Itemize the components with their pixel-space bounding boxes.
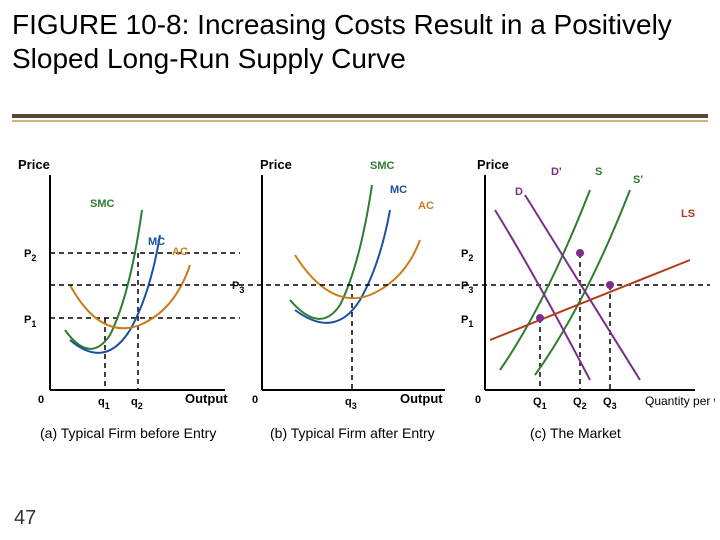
svg-text:Q3: Q3 (603, 396, 617, 411)
svg-text:0: 0 (475, 394, 481, 406)
page-number: 47 (14, 507, 36, 530)
svg-text:D': D' (551, 166, 562, 178)
svg-text:S': S' (633, 174, 643, 186)
panel-c: Price 0 P2 P3 P1 D D' S S' LS Q1 Q2 Q3 Q… (455, 155, 715, 425)
caption-a: (a) Typical Firm before Entry (40, 425, 216, 441)
svg-text:P3: P3 (232, 280, 244, 295)
svg-text:D: D (515, 186, 523, 198)
slide: { "title": "FIGURE 10-8: Increasing Cost… (0, 0, 720, 540)
svg-text:Q2: Q2 (573, 396, 587, 411)
rule-dark (12, 114, 708, 118)
svg-text:P2: P2 (461, 248, 473, 263)
figure-title: FIGURE 10-8: Increasing Costs Result in … (12, 8, 708, 75)
rule-gold (12, 120, 708, 122)
svg-text:LS: LS (681, 208, 695, 220)
svg-text:Q1: Q1 (533, 396, 547, 411)
panel-c-ylabel: Price (477, 157, 509, 172)
panel-c-xlabel: Quantity per week (645, 394, 715, 408)
svg-text:P1: P1 (461, 314, 473, 329)
caption-c: (c) The Market (530, 425, 621, 441)
svg-text:S: S (595, 166, 602, 178)
svg-text:P3: P3 (461, 280, 473, 295)
caption-b: (b) Typical Firm after Entry (270, 425, 435, 441)
